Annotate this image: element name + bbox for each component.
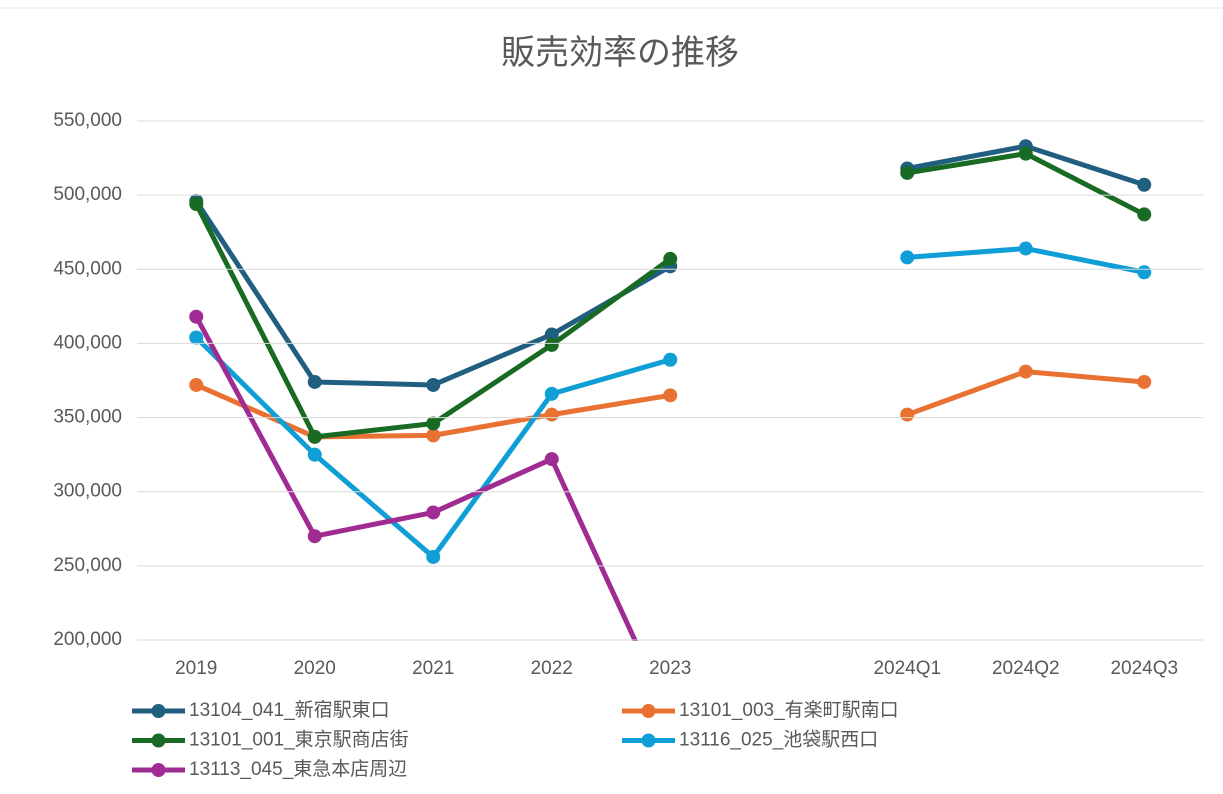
data-point bbox=[189, 197, 204, 212]
data-point bbox=[663, 352, 678, 367]
data-point bbox=[189, 330, 204, 345]
y-tick-label: 450,000 bbox=[53, 258, 122, 279]
y-tick-label: 500,000 bbox=[53, 184, 122, 205]
data-point bbox=[544, 386, 559, 401]
legend-marker bbox=[151, 704, 166, 718]
legend-label: 13104_041_新宿駅東口 bbox=[189, 699, 390, 721]
data-point bbox=[426, 428, 441, 443]
legend-marker bbox=[641, 733, 656, 748]
data-point bbox=[1137, 207, 1152, 222]
legend-label: 13101_003_有楽町駅南口 bbox=[679, 699, 899, 721]
chart-title: 販売効率の推移 bbox=[501, 34, 739, 72]
data-point bbox=[307, 529, 322, 544]
x-tick-label: 2021 bbox=[412, 658, 454, 679]
data-point bbox=[663, 251, 678, 266]
data-point bbox=[1018, 241, 1033, 256]
data-point bbox=[900, 250, 915, 265]
y-tick-label: 300,000 bbox=[53, 481, 122, 502]
data-point bbox=[544, 337, 559, 352]
legend-label: 13113_045_東急本店周辺 bbox=[189, 758, 407, 780]
y-tick-label: 250,000 bbox=[53, 555, 122, 576]
plot-area bbox=[189, 139, 1152, 641]
data-point bbox=[189, 309, 204, 324]
legend-label: 13116_025_池袋駅西口 bbox=[679, 729, 878, 751]
y-tick-label: 350,000 bbox=[53, 407, 122, 428]
data-point bbox=[1137, 177, 1152, 192]
data-point bbox=[1018, 146, 1033, 161]
y-tick-label: 550,000 bbox=[53, 110, 122, 131]
x-tick-label: 2022 bbox=[531, 658, 573, 679]
legend-marker bbox=[151, 763, 166, 777]
x-tick-label: 2023 bbox=[649, 658, 691, 679]
data-point bbox=[900, 165, 915, 180]
data-point bbox=[544, 452, 559, 467]
data-point bbox=[1018, 364, 1033, 379]
x-tick-label: 2019 bbox=[175, 658, 217, 679]
data-point bbox=[1137, 265, 1152, 280]
x-tick-label: 2024Q3 bbox=[1110, 658, 1178, 679]
data-point bbox=[426, 505, 441, 520]
data-point bbox=[900, 407, 915, 422]
x-tick-label: 2024Q2 bbox=[992, 658, 1060, 679]
legend-label: 13101_001_東京駅商店街 bbox=[189, 729, 409, 751]
data-point bbox=[544, 407, 559, 422]
y-tick-label: 200,000 bbox=[53, 629, 122, 650]
data-point bbox=[189, 377, 204, 392]
y-tick-label: 400,000 bbox=[53, 332, 122, 353]
data-point bbox=[426, 377, 441, 392]
data-point bbox=[1137, 374, 1152, 389]
data-point bbox=[426, 416, 441, 431]
x-tick-label: 2020 bbox=[294, 658, 336, 679]
data-point bbox=[426, 549, 441, 564]
series-line bbox=[194, 246, 1145, 560]
data-point bbox=[307, 374, 322, 389]
x-tick-label: 2024Q1 bbox=[873, 658, 941, 679]
data-point bbox=[544, 327, 559, 342]
data-point bbox=[663, 388, 678, 403]
legend-marker bbox=[641, 704, 656, 718]
data-point bbox=[307, 447, 322, 462]
data-point bbox=[307, 429, 322, 444]
legend-marker bbox=[151, 733, 166, 748]
